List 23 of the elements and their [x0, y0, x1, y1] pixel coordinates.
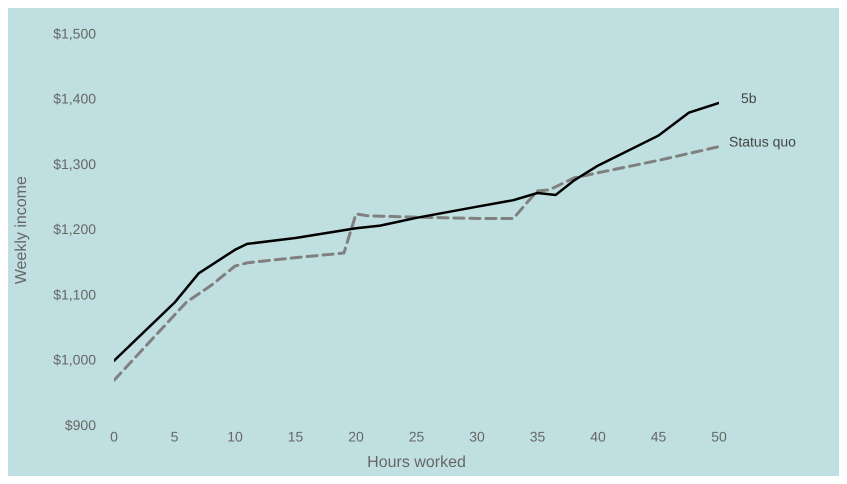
y-tick-label: $1,400: [53, 90, 96, 107]
x-tick-label: 45: [650, 428, 666, 444]
y-tick-label: $1,100: [53, 286, 96, 302]
y-tick-label: $1,000: [53, 352, 96, 368]
x-tick-label: 50: [711, 428, 727, 444]
x-tick-label: 10: [227, 428, 244, 444]
x-tick-label: 15: [288, 428, 304, 444]
x-axis-title: Hours worked: [367, 454, 466, 471]
x-tick-label: 30: [469, 428, 486, 444]
x-tick-label: 40: [590, 428, 606, 444]
x-tick-label: 20: [348, 428, 364, 444]
x-tick-label: 5: [170, 428, 179, 444]
x-tick-label: 0: [110, 428, 118, 444]
x-tick-label: 35: [530, 428, 546, 444]
series-label: Status quo: [729, 134, 796, 150]
x-tick-label: 25: [408, 428, 425, 444]
y-tick-label: $1,200: [53, 221, 96, 238]
y-tick-label: $1,500: [53, 25, 96, 42]
y-tick-label: $1,300: [53, 156, 96, 172]
line-series: [114, 145, 719, 382]
y-axis-title: Weekly income: [13, 176, 30, 284]
y-tick-label: $900: [64, 416, 96, 433]
series-label: 5b: [741, 90, 757, 106]
